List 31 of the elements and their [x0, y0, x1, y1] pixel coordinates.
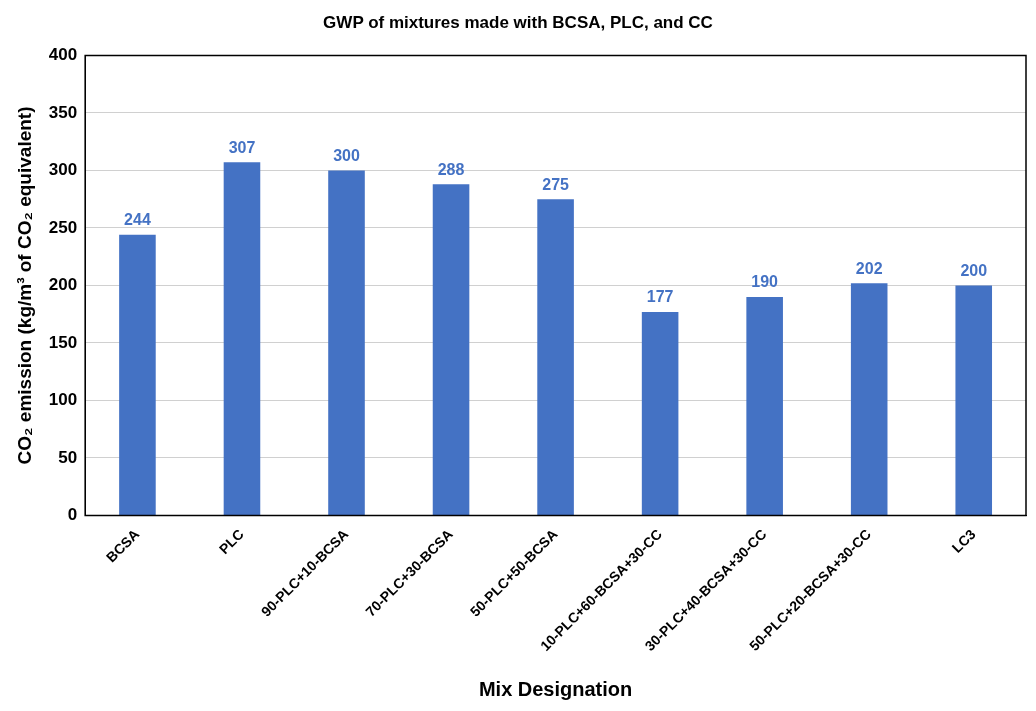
data-label: 275 — [542, 175, 570, 193]
bar — [432, 184, 470, 515]
data-label: 200 — [960, 261, 988, 279]
y-tick-label: 300 — [48, 160, 78, 180]
y-axis-title: CO₂ emission (kg/m³ of CO₂ equivalent) — [13, 106, 35, 465]
x-axis-title: Mix Designation — [478, 677, 633, 700]
y-tick-label: 200 — [48, 275, 78, 295]
y-tick-label: 350 — [48, 102, 78, 122]
bar — [955, 285, 993, 515]
bar — [119, 234, 156, 515]
y-tick-label: 0 — [67, 505, 78, 525]
bar — [850, 283, 888, 515]
y-tick-label: 100 — [48, 390, 78, 410]
x-tick-label: LC3 — [948, 525, 979, 556]
y-tick-label: 150 — [48, 332, 78, 352]
data-label: 202 — [855, 259, 883, 277]
bar — [223, 162, 261, 515]
data-label: 244 — [124, 211, 151, 229]
data-label: 300 — [333, 146, 360, 164]
y-tick-label: 400 — [48, 45, 78, 65]
bar — [328, 170, 365, 515]
bar — [746, 296, 783, 515]
y-tick-label: 50 — [58, 447, 78, 467]
bar — [537, 199, 574, 515]
data-label: 288 — [437, 160, 465, 178]
y-tick-label: 250 — [48, 217, 78, 237]
data-label: 190 — [751, 273, 779, 291]
data-label: 307 — [228, 138, 256, 156]
chart-title: GWP of mixtures made with BCSA, PLC, and CC — [323, 12, 713, 32]
data-label: 177 — [646, 288, 674, 306]
bar — [641, 311, 679, 515]
